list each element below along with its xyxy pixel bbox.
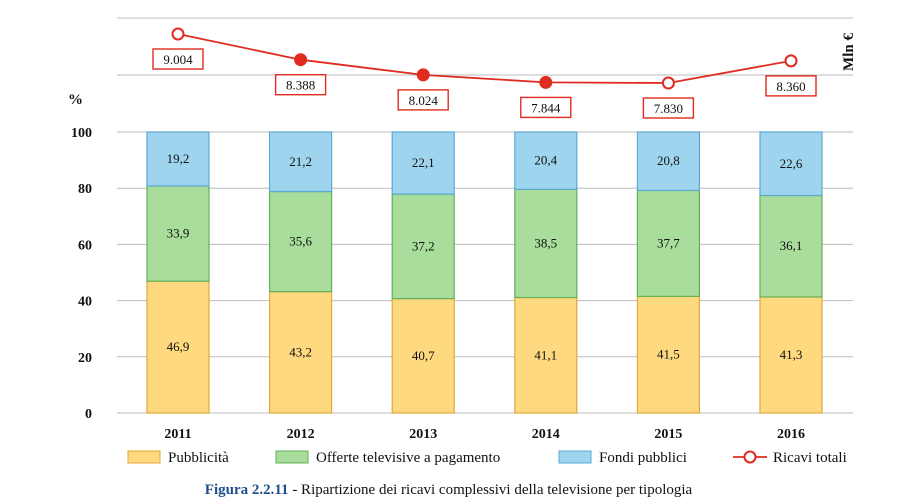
bar-value-label: 22,6 [780, 156, 803, 171]
line-value-label: 7.830 [654, 101, 683, 116]
legend-label: Pubblicità [168, 450, 229, 466]
y-tick-label: 20 [78, 351, 92, 366]
bar-value-label: 21,2 [289, 154, 312, 169]
line-marker [416, 68, 430, 82]
line-marker [539, 75, 553, 89]
y-tick-label: 40 [78, 295, 92, 310]
bar-segment [514, 131, 578, 190]
bar-value-label: 19,2 [167, 151, 190, 166]
y2-axis-label: Mln € [841, 33, 857, 71]
line-value-label: 7.844 [531, 100, 561, 115]
bar-segment [146, 280, 210, 414]
bar-segment [269, 131, 333, 193]
bar-value-label: 43,2 [289, 344, 312, 359]
line-label-box [642, 97, 695, 119]
bar-segment [391, 131, 455, 195]
figure-number: Figura 2.2.11 [204, 482, 289, 498]
bar-value-label: 37,7 [657, 235, 680, 250]
line-label-box [520, 96, 572, 119]
x-axis-ticks: 2011 2012 2013 2014 2015 2016 [164, 427, 805, 442]
line-value-label: 9.004 [163, 52, 193, 67]
x-tick-label: 2015 [654, 427, 682, 442]
line-label-box [397, 89, 449, 111]
line-marker [784, 54, 798, 68]
bars: 46,9 33,9 19,2 43,2 35,6 21,2 40,7 37,2 22,1 41,1… [146, 131, 823, 414]
bar-segment [269, 291, 333, 414]
bar-value-label: 33,9 [167, 226, 190, 241]
figure-caption: Figura 2.2.11 - Ripartizione dei ricavi … [0, 482, 897, 499]
line-series: 9.004 8.388 8.024 7.844 7.830 8.360 [152, 27, 817, 119]
legend-label: Fondi pubblici [599, 450, 687, 466]
y-axis-ticks: 0 20 40 60 80 100 [71, 126, 92, 422]
gridlines [117, 17, 853, 414]
bar-segment [514, 296, 578, 414]
y-tick-label: 60 [78, 238, 92, 253]
legend: Pubblicità Offerte televisive a pagamento… [127, 450, 847, 466]
x-tick-label: 2012 [287, 427, 315, 442]
bar-segment [759, 194, 823, 298]
bar-segment [636, 295, 701, 414]
legend-line-marker [743, 450, 757, 464]
bar-segment [636, 131, 701, 192]
y-tick-label: 80 [78, 182, 92, 197]
bar-value-label: 41,3 [780, 347, 803, 362]
bar-segment [391, 193, 455, 300]
x-tick-label: 2014 [532, 427, 560, 442]
bar-value-label: 20,4 [534, 153, 557, 168]
bar-value-label: 41,5 [657, 347, 680, 362]
bar-value-label: 22,1 [412, 155, 435, 170]
line-path [177, 33, 792, 84]
bar-segment [146, 185, 210, 282]
bar-segment [759, 131, 823, 197]
bar-segment [146, 131, 210, 187]
line-marker [171, 27, 185, 41]
y-axis-label: % [68, 92, 83, 108]
line-marker [294, 53, 308, 67]
legend-label: Offerte televisive a pagamento [316, 450, 500, 466]
y-tick-label: 0 [85, 407, 92, 422]
caption-text: - Ripartizione dei ricavi complessivi de… [288, 482, 693, 498]
x-tick-label: 2013 [409, 427, 437, 442]
bar-segment [269, 190, 333, 293]
line-value-label: 8.360 [776, 79, 805, 94]
x-tick-label: 2011 [164, 427, 191, 442]
line-label-box [765, 75, 817, 97]
y-tick-label: 100 [71, 126, 92, 141]
bar-segment [514, 188, 578, 299]
line-marker [661, 76, 675, 90]
line-label-box [152, 48, 204, 70]
bar-value-label: 38,5 [534, 235, 557, 250]
x-tick-label: 2016 [777, 427, 805, 442]
legend-swatch [127, 450, 161, 464]
bar-value-label: 36,1 [780, 238, 803, 253]
line-label-box [274, 74, 327, 96]
legend-swatch [275, 450, 309, 464]
bar-value-label: 46,9 [167, 339, 190, 354]
legend-label: Ricavi totali [773, 450, 847, 466]
bar-value-label: 35,6 [289, 234, 312, 249]
legend-swatch [558, 450, 592, 464]
line-value-label: 8.024 [409, 93, 439, 108]
bar-value-label: 20,8 [657, 153, 680, 168]
line-value-label: 8.388 [286, 78, 315, 93]
bar-value-label: 37,2 [412, 238, 435, 253]
bar-value-label: 41,1 [534, 347, 557, 362]
bar-value-label: 40,7 [412, 348, 435, 363]
